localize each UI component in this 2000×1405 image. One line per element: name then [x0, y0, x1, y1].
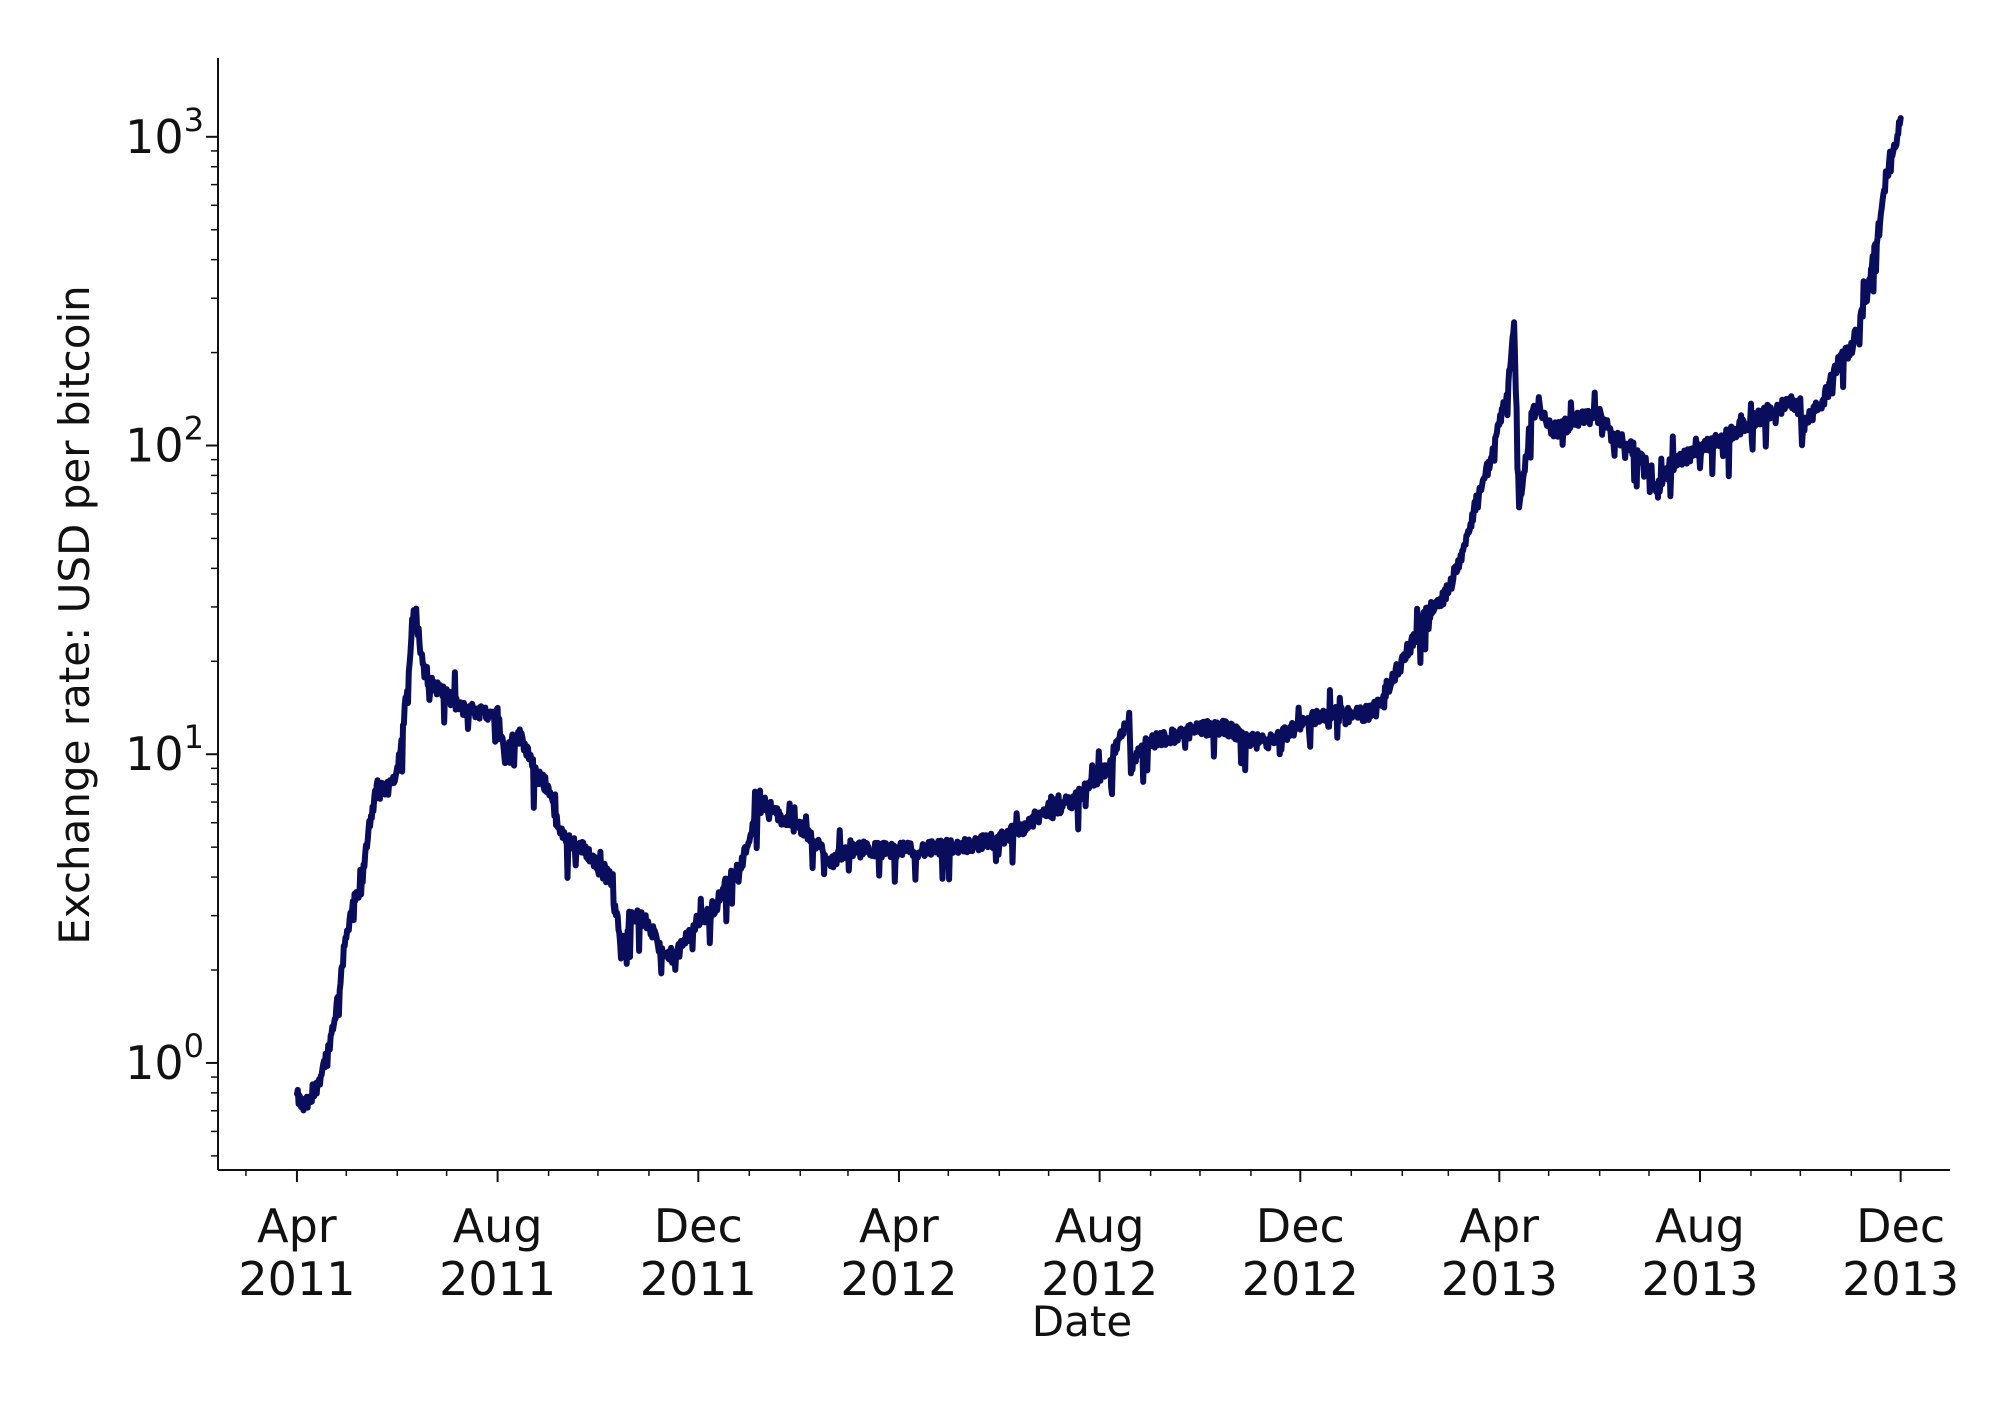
- x-tick-label-year: 2013: [1842, 1252, 1959, 1306]
- x-tick-label: Dec 2011: [640, 1199, 757, 1306]
- x-tick-label: Dec 2012: [1242, 1199, 1359, 1306]
- x-tick-label: Apr 2012: [840, 1199, 957, 1306]
- x-tick-label-month: Dec: [1256, 1199, 1345, 1253]
- x-tick-label-year: 2013: [1441, 1252, 1558, 1306]
- x-tick-label-year: 2012: [840, 1252, 957, 1306]
- y-tick-base: 10: [125, 110, 184, 164]
- x-tick-label-year: 2011: [640, 1252, 757, 1306]
- x-tick-label: Aug 2012: [1041, 1199, 1158, 1306]
- x-tick-label: Apr 2011: [238, 1199, 355, 1306]
- y-tick-label: 100: [125, 1027, 204, 1090]
- x-tick-label-month: Apr: [859, 1199, 939, 1253]
- y-tick-base: 10: [125, 419, 184, 473]
- x-tick-label-month: Aug: [1055, 1199, 1145, 1253]
- x-tick-label: Aug 2011: [439, 1199, 556, 1306]
- exchange-rate-line: [294, 115, 1904, 1114]
- x-tick-label-year: 2012: [1041, 1252, 1158, 1306]
- y-tick-exponent: 0: [184, 1027, 204, 1065]
- x-tick-label-year: 2013: [1641, 1252, 1758, 1306]
- x-tick-label-month: Apr: [1460, 1199, 1540, 1253]
- x-tick-label-month: Apr: [257, 1199, 337, 1253]
- y-tick-label: 102: [125, 410, 204, 473]
- x-tick-label: Apr 2013: [1441, 1199, 1558, 1306]
- y-tick-base: 10: [125, 727, 184, 781]
- x-tick-label-year: 2011: [439, 1252, 556, 1306]
- x-tick-label-month: Aug: [1655, 1199, 1745, 1253]
- y-axis-label: Exchange rate: USD per bitcoin: [50, 285, 99, 944]
- y-tick-exponent: 1: [184, 718, 204, 756]
- data-layer: [294, 115, 1904, 1114]
- y-tick-label: 103: [125, 101, 204, 164]
- x-axis-label: Date: [1032, 1297, 1132, 1346]
- x-tick-label-month: Dec: [1856, 1199, 1945, 1253]
- y-tick-exponent: 3: [184, 101, 204, 139]
- y-tick-base: 10: [125, 1036, 184, 1090]
- x-tick-label: Aug 2013: [1641, 1199, 1758, 1306]
- x-tick-label-month: Aug: [453, 1199, 543, 1253]
- x-tick-label-year: 2011: [238, 1252, 355, 1306]
- x-tick-label-month: Dec: [654, 1199, 743, 1253]
- y-tick-exponent: 2: [184, 410, 204, 448]
- y-tick-label: 101: [125, 718, 204, 781]
- x-tick-label-year: 2012: [1242, 1252, 1359, 1306]
- x-tick-label: Dec 2013: [1842, 1199, 1959, 1306]
